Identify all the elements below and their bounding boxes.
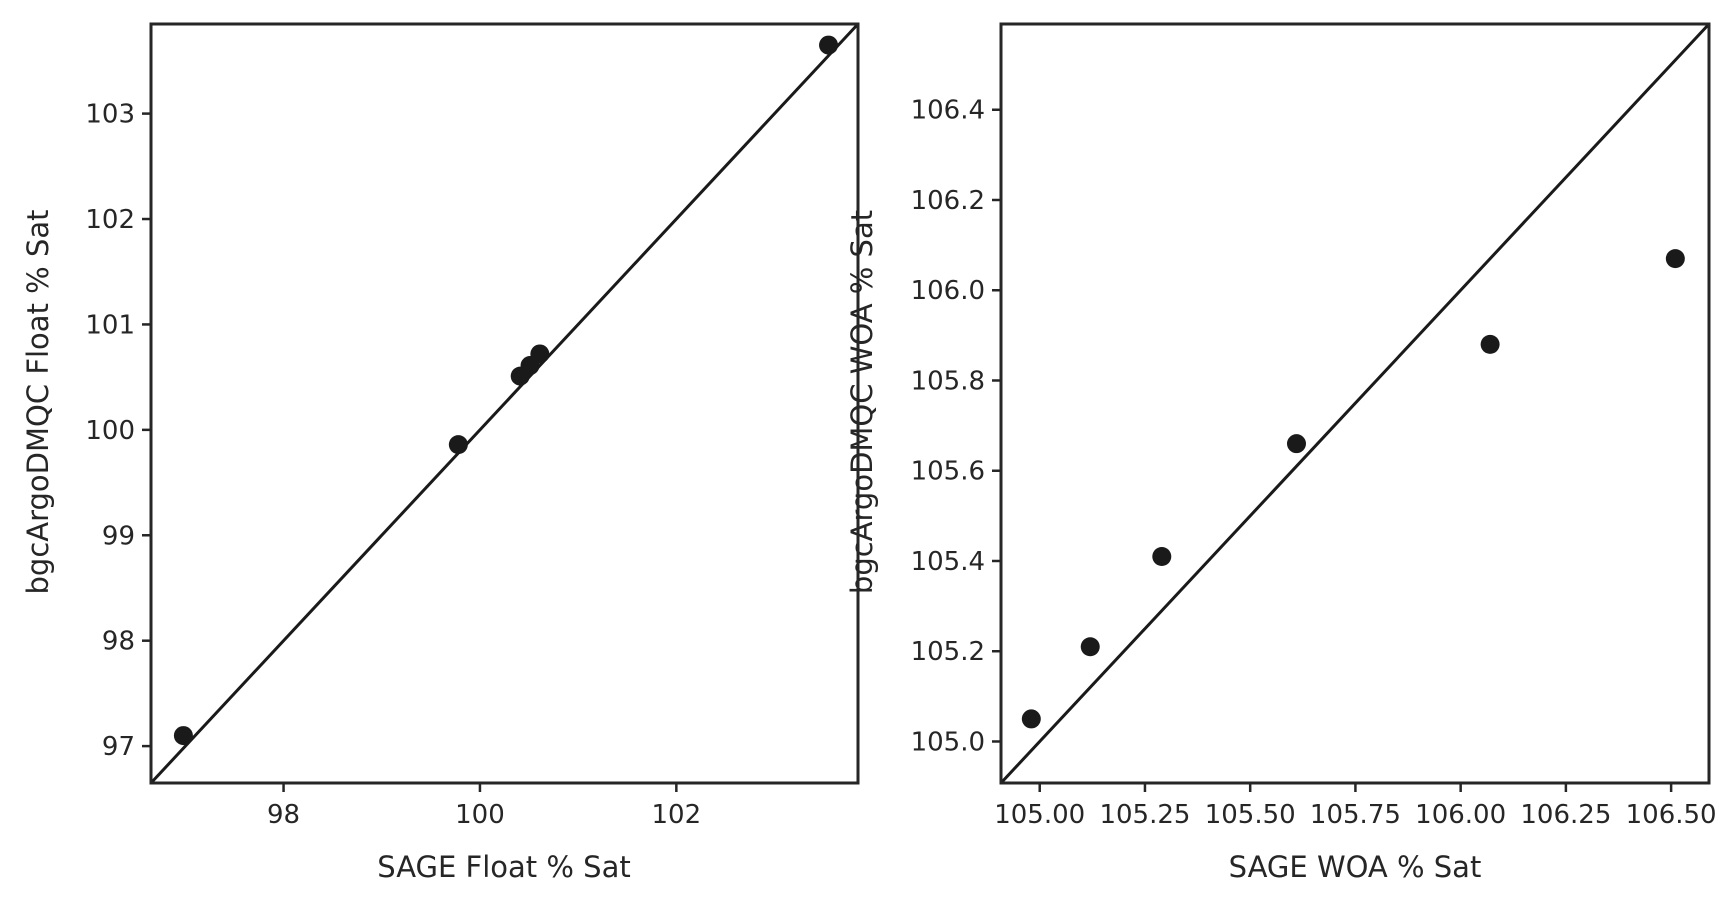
right-data-point (1152, 546, 1172, 566)
left-x-tick-label: 102 (652, 800, 702, 830)
left-y-tick-label: 100 (85, 416, 135, 446)
left-axes-frame (149, 22, 860, 785)
right-x-tick-label: 106.50 (1626, 800, 1717, 830)
right-x-tick-label: 105.50 (1205, 800, 1296, 830)
right-y-tick-label: 105.6 (911, 457, 985, 487)
left-data-point (448, 435, 468, 455)
left-y-axis-label: bgcArgoDMQC Float % Sat (21, 210, 55, 595)
left-y-tick-label: 103 (85, 100, 135, 130)
left-x-tick-label: 100 (455, 800, 505, 830)
left-x-tick-label: 98 (267, 800, 300, 830)
left-data-point (530, 344, 550, 364)
right-data-point (1286, 434, 1306, 454)
right-y-tick-label: 106.4 (911, 96, 985, 126)
right-y-tick-label: 105.2 (911, 637, 985, 667)
right-data-point (1021, 709, 1041, 729)
right-scatter-panel: SAGE WOA % Sat bgcArgoDMQC WOA % Sat 105… (845, 22, 1717, 884)
left-y-tick-label: 101 (85, 310, 135, 340)
right-data-point (1665, 249, 1685, 269)
left-x-axis-label: SAGE Float % Sat (377, 850, 630, 884)
right-y-tick-label: 105.8 (911, 366, 985, 396)
right-x-tick-label: 105.00 (994, 800, 1085, 830)
right-data-point (1080, 637, 1100, 657)
left-y-tick-label: 102 (85, 205, 135, 235)
left-y-tick-label: 99 (102, 521, 135, 551)
right-axes-frame (999, 22, 1711, 785)
left-data-point (173, 726, 193, 746)
right-x-tick-label: 106.00 (1415, 800, 1506, 830)
left-data-point (819, 35, 839, 55)
right-y-tick-label: 105.0 (911, 727, 985, 757)
right-y-axis-label: bgcArgoDMQC WOA % Sat (845, 210, 879, 594)
right-x-tick-label: 105.25 (1099, 800, 1190, 830)
right-data-point (1480, 334, 1500, 354)
right-y-tick-label: 106.2 (911, 186, 985, 216)
right-x-axis-label: SAGE WOA % Sat (1229, 850, 1482, 884)
left-identity-line (149, 22, 860, 785)
right-x-tick-label: 106.25 (1520, 800, 1611, 830)
right-identity-line (999, 22, 1711, 785)
left-scatter-panel: SAGE Float % Sat bgcArgoDMQC Float % Sat… (21, 22, 860, 884)
left-y-tick-label: 98 (102, 627, 135, 657)
right-y-tick-label: 106.0 (911, 276, 985, 306)
right-x-tick-label: 105.75 (1310, 800, 1401, 830)
left-y-tick-label: 97 (102, 732, 135, 762)
right-y-tick-label: 105.4 (911, 547, 985, 577)
